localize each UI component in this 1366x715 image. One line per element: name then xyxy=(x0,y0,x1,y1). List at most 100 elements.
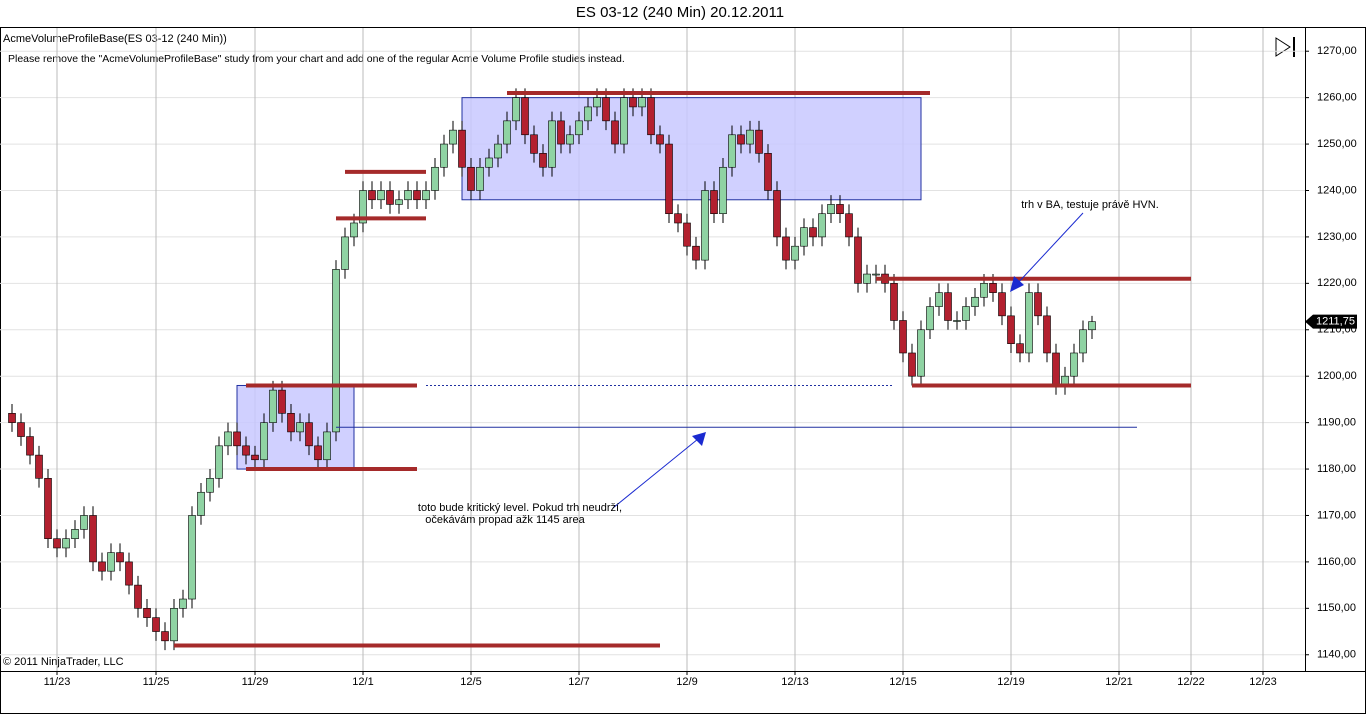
candle-body xyxy=(305,422,313,447)
candle-body xyxy=(314,445,322,461)
candle-body xyxy=(413,190,421,201)
axes: 1140,00 1150,00 1160,00 1170,00 1180,00 1190,… xyxy=(44,45,1357,688)
annotation: toto bude kritický level. Pokud trh neud… xyxy=(418,502,622,514)
x-tick-label: 12/15 xyxy=(889,676,917,688)
candle-body xyxy=(1016,343,1024,354)
y-tick-label: 1200,00 xyxy=(1317,370,1357,382)
candle-body xyxy=(980,283,988,298)
candle-body xyxy=(242,445,250,456)
levels xyxy=(174,90,1191,648)
candle-body xyxy=(116,552,124,563)
candle-body xyxy=(125,561,133,586)
candle-body xyxy=(1043,315,1051,354)
candle-body xyxy=(971,296,979,307)
y-tick-label: 1180,00 xyxy=(1317,463,1356,475)
candle-body xyxy=(395,199,403,205)
candle-body xyxy=(530,134,538,154)
candle-body xyxy=(728,134,736,168)
candle-body xyxy=(809,227,817,238)
x-tick-label: 12/1 xyxy=(352,676,373,688)
candle-body xyxy=(386,190,394,205)
x-tick-label: 11/25 xyxy=(143,676,170,688)
x-tick-label: 12/23 xyxy=(1249,676,1277,688)
icon-bg[interactable] xyxy=(1272,36,1298,58)
annotation: očekávám propad ažk 1145 area xyxy=(425,514,585,526)
candle-body xyxy=(773,190,781,238)
chart-title: ES 03-12 (240 Min) 20.12.2011 xyxy=(576,4,784,21)
candle-body xyxy=(287,413,295,433)
arrow-line xyxy=(612,438,699,509)
grid xyxy=(0,28,1305,671)
arrow-line xyxy=(1015,212,1084,286)
candle-body xyxy=(917,329,925,377)
candle-body xyxy=(1052,352,1060,386)
candle-body xyxy=(584,106,592,122)
y-tick-label: 1190,00 xyxy=(1317,417,1356,429)
arrow-head xyxy=(692,432,706,446)
candle-body xyxy=(260,422,268,461)
candle-body xyxy=(602,97,610,122)
candle-body xyxy=(404,190,412,201)
last-price-label: 1211,75 xyxy=(1316,316,1355,328)
study-message: Please remove the "AcmeVolumeProfileBase… xyxy=(8,53,625,65)
candle-body xyxy=(503,120,511,145)
candle-body xyxy=(323,431,331,461)
candle-body xyxy=(44,478,52,539)
candle-body xyxy=(341,236,349,270)
candle-body xyxy=(1079,329,1087,354)
candle-body xyxy=(17,422,25,437)
play-icon[interactable] xyxy=(1272,36,1298,58)
candle-body xyxy=(818,213,826,238)
candle-body xyxy=(143,608,151,618)
candle-body xyxy=(377,190,385,201)
candle-body xyxy=(998,292,1006,317)
candle-body xyxy=(845,213,853,238)
y-tick-label: 1220,00 xyxy=(1317,277,1357,289)
study-label: AcmeVolumeProfileBase(ES 03-12 (240 Min)… xyxy=(3,33,227,45)
x-tick-label: 12/9 xyxy=(676,676,697,688)
candle-body xyxy=(800,227,808,247)
candle-body xyxy=(521,97,529,136)
arrow-head xyxy=(1010,276,1024,292)
candle-body xyxy=(152,617,160,632)
candle-body xyxy=(674,213,682,224)
candle-body xyxy=(449,129,457,145)
candle-body xyxy=(215,445,223,479)
candle-body xyxy=(764,153,772,191)
candle-body xyxy=(62,538,70,549)
candle-body xyxy=(179,598,187,609)
candle-body xyxy=(53,538,61,549)
candle-body xyxy=(557,120,565,145)
candle-body xyxy=(134,584,142,609)
candle-body xyxy=(35,454,43,479)
candle-body xyxy=(359,190,367,224)
candle-body xyxy=(656,134,664,145)
candle-body xyxy=(161,631,169,642)
candle-body xyxy=(665,143,673,215)
candle-body xyxy=(422,190,430,201)
candle-body xyxy=(692,245,700,261)
candle-body xyxy=(539,153,547,168)
y-tick-label: 1170,00 xyxy=(1317,509,1356,521)
candle-body xyxy=(233,431,241,447)
candle-body xyxy=(755,129,763,154)
candle-body xyxy=(494,143,502,159)
x-tick-label: 12/13 xyxy=(781,676,809,688)
last-price-tag xyxy=(1305,314,1357,329)
y-tick-label: 1140,00 xyxy=(1317,649,1356,661)
x-tick-label: 12/22 xyxy=(1177,676,1205,688)
candle-body xyxy=(1007,315,1015,344)
candle-body xyxy=(188,515,196,600)
candle-body xyxy=(926,306,934,331)
arrow-1 xyxy=(1010,212,1084,292)
y-tick-label: 1250,00 xyxy=(1317,138,1357,150)
x-tick-label: 12/7 xyxy=(568,676,589,688)
candle-body xyxy=(935,292,943,307)
x-tick-label: 11/29 xyxy=(242,676,269,688)
candle-body xyxy=(908,352,916,377)
y-tick-label: 1260,00 xyxy=(1317,92,1357,104)
x-tick-label: 12/19 xyxy=(997,676,1025,688)
candle-body xyxy=(827,204,835,215)
candle-body xyxy=(269,389,277,423)
